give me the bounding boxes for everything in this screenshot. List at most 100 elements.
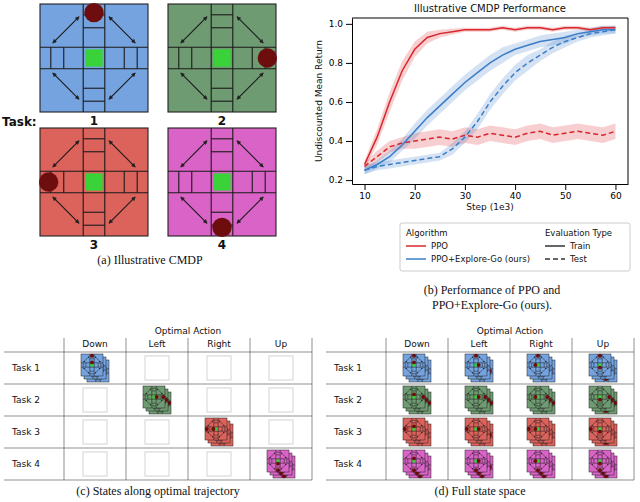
agent: [90, 360, 94, 364]
empty-cell: [207, 356, 231, 380]
wall: [536, 403, 540, 404]
wall: [281, 464, 286, 469]
goal: [536, 468, 540, 472]
wall: [598, 454, 602, 455]
table-rule: [4, 384, 312, 385]
wall: [536, 405, 540, 406]
wall: [420, 427, 421, 431]
wall: [217, 440, 221, 441]
wall: [474, 390, 478, 391]
table-rule: [634, 338, 635, 480]
wall: [549, 430, 550, 434]
table-rule: [326, 480, 634, 481]
agent: [477, 363, 481, 367]
table-rule: [448, 338, 449, 480]
wall: [94, 354, 95, 376]
grid-world: [589, 354, 611, 376]
agent: [598, 430, 602, 434]
wall: [252, 171, 253, 193]
wall: [474, 422, 478, 423]
wall: [146, 389, 151, 394]
wall: [614, 433, 615, 437]
wall: [597, 354, 598, 376]
wall: [208, 432, 213, 437]
agent: [598, 462, 602, 466]
legend-title: Evaluation Type: [545, 228, 612, 238]
table-rule: [386, 338, 387, 480]
grid-world: [39, 128, 148, 236]
agent: [598, 366, 602, 370]
wall: [484, 459, 485, 463]
wall: [407, 459, 408, 463]
wall: [479, 357, 484, 362]
wall: [211, 151, 233, 152]
wall: [603, 357, 608, 362]
wall: [541, 368, 546, 373]
panel-d: Optimal ActionDownLeftRightUpTask 1Task …: [326, 326, 634, 498]
wall: [50, 47, 51, 69]
wall: [539, 376, 543, 377]
wall: [406, 400, 411, 405]
grid-background: [205, 418, 227, 440]
wall: [405, 363, 406, 367]
wall: [469, 427, 470, 431]
y-tick-mark: [346, 180, 352, 181]
x-tick-mark: [565, 184, 566, 190]
grid-background: [465, 354, 487, 376]
wall: [597, 418, 598, 440]
y-tick-label: 0.4: [329, 136, 344, 146]
grid-background: [403, 354, 425, 376]
x-axis: 102030405060: [353, 184, 629, 201]
wall: [531, 459, 532, 463]
wall: [479, 368, 484, 373]
wall: [530, 453, 535, 458]
wall: [530, 432, 535, 437]
grid-world: [81, 354, 103, 376]
wall: [109, 73, 135, 99]
wall: [425, 366, 426, 370]
wall: [417, 389, 422, 394]
wall: [422, 427, 423, 431]
legend-entry: PPO+Explore-Go (ours): [431, 254, 530, 264]
wall: [214, 420, 218, 421]
wall: [536, 388, 540, 389]
frame-right: [628, 18, 629, 184]
wall: [214, 422, 218, 423]
grid-world: [205, 418, 227, 440]
wall: [527, 463, 549, 464]
wall: [487, 366, 488, 370]
wall: [412, 452, 416, 453]
wall: [527, 431, 549, 432]
y-tick-label: 0.2: [329, 175, 343, 185]
wall: [178, 171, 179, 193]
wall: [541, 453, 546, 458]
wall: [220, 443, 224, 444]
wall: [598, 405, 602, 406]
wall: [540, 354, 541, 376]
wall: [420, 395, 421, 399]
goal: [536, 354, 540, 358]
wall: [406, 464, 411, 469]
wall: [411, 354, 412, 376]
wall: [289, 462, 290, 466]
wall: [482, 459, 483, 463]
wall: [469, 459, 470, 463]
wall: [420, 363, 421, 367]
wall: [474, 467, 478, 468]
grid-world: [589, 450, 611, 472]
wall: [468, 432, 473, 437]
grid-world: [527, 354, 549, 376]
grid-world: [465, 418, 487, 440]
panel-a: 1234Task:(a) Illustrative CMDP: [2, 3, 277, 267]
wall: [98, 363, 99, 367]
wall: [474, 405, 478, 406]
grid-world: [465, 386, 487, 408]
wall: [598, 435, 602, 436]
wall: [614, 369, 615, 373]
grid-world: [143, 386, 165, 408]
goal: [474, 468, 478, 472]
grid-background: [589, 386, 611, 408]
wall: [540, 450, 541, 472]
wall: [598, 420, 602, 421]
table-rule: [250, 338, 251, 480]
